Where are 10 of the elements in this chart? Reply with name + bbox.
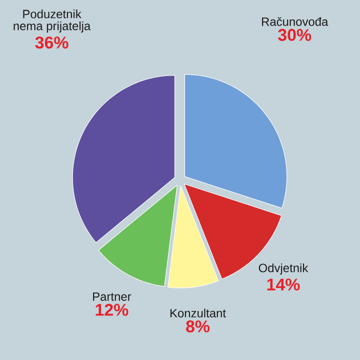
data-label: 14% xyxy=(267,278,300,290)
data-label: 30% xyxy=(278,28,312,41)
data-label: 8% xyxy=(186,320,210,332)
slice-label: Odvjetnik xyxy=(258,263,308,275)
slice-label: Partner xyxy=(93,292,132,301)
data-label: 36% xyxy=(35,36,68,49)
slice-label: Poduzetnik nema prijatelja xyxy=(14,9,91,33)
slice-label: Računovođa xyxy=(262,17,328,26)
slice-label: Konzultant xyxy=(170,308,226,318)
data-label: 12% xyxy=(96,304,128,316)
